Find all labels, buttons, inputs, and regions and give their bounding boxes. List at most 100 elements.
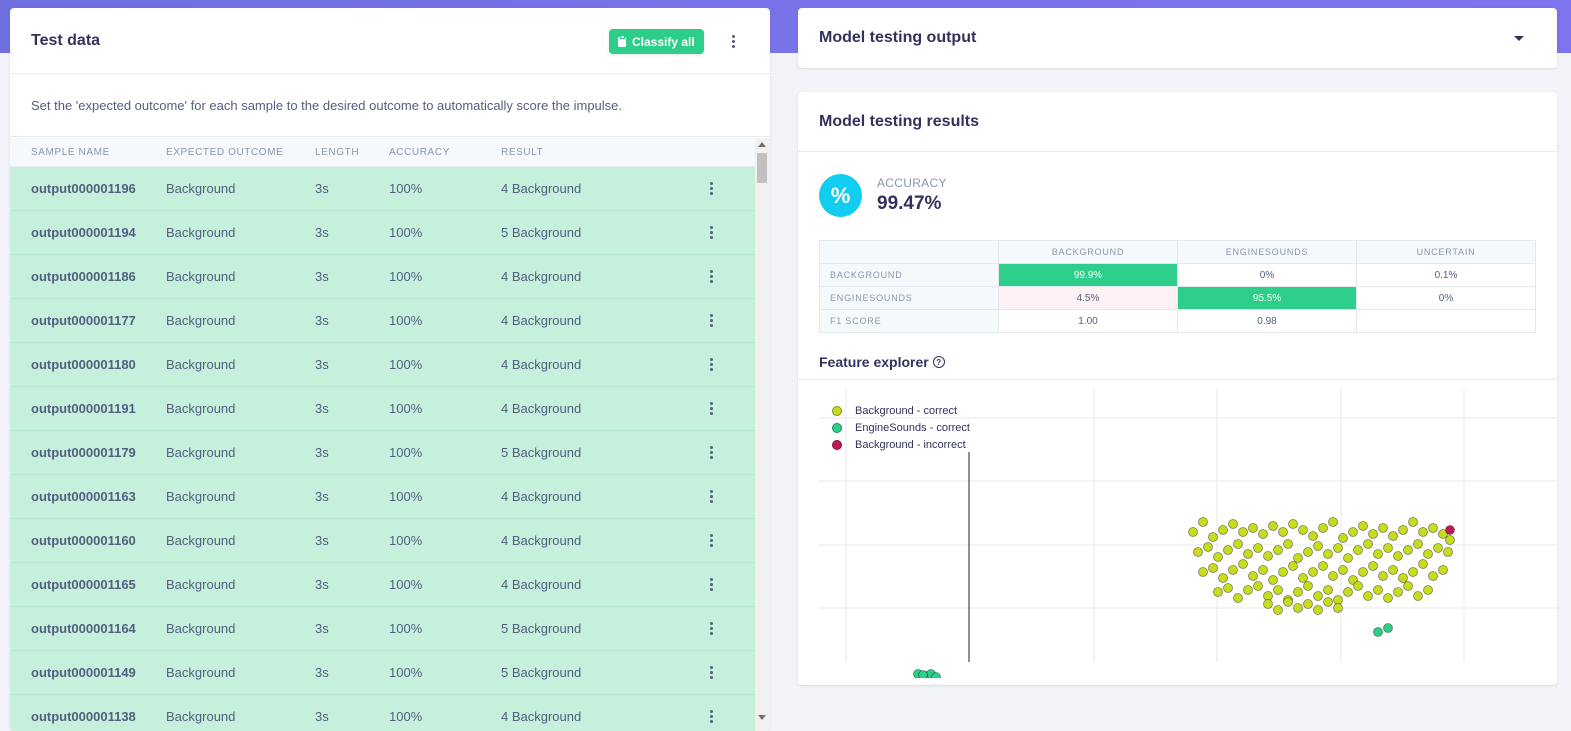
scatter-point[interactable] [1338, 533, 1348, 543]
scatter-point[interactable] [1328, 571, 1338, 581]
scatter-point[interactable] [1233, 593, 1243, 603]
sample-name[interactable]: output000001138 [31, 709, 136, 724]
scatter-point[interactable] [1423, 585, 1433, 595]
table-row[interactable]: output000001149 Background 3s 100% 5 Backgro… [10, 651, 755, 695]
scatter-point[interactable] [1303, 581, 1313, 591]
scatter-point[interactable] [1303, 599, 1313, 609]
scatter-point[interactable] [1243, 585, 1253, 595]
sample-name[interactable]: output000001165 [31, 577, 136, 592]
scatter-point[interactable] [1348, 527, 1358, 537]
scatter-point[interactable] [1278, 567, 1288, 577]
scatter-point[interactable] [1383, 623, 1393, 633]
scatter-point[interactable] [1378, 523, 1388, 533]
scatter-point[interactable] [1238, 527, 1248, 537]
sample-name[interactable]: output000001164 [31, 621, 136, 636]
scatter-point[interactable] [1238, 559, 1248, 569]
scatter-point[interactable] [1383, 543, 1393, 553]
scatter-point[interactable] [1228, 565, 1238, 575]
scatter-point[interactable] [1283, 539, 1293, 549]
scatter-point[interactable] [1338, 565, 1348, 575]
scatter-point[interactable] [1253, 581, 1263, 591]
row-menu-icon[interactable] [709, 578, 713, 591]
test-data-menu-icon[interactable] [731, 35, 735, 48]
scatter-point[interactable] [1418, 527, 1428, 537]
scatter-point[interactable] [1218, 573, 1228, 583]
scatter-point[interactable] [1303, 547, 1313, 557]
scatter-point[interactable] [1293, 553, 1303, 563]
sample-name[interactable]: output000001180 [31, 357, 136, 372]
feature-explorer-plot[interactable] [798, 388, 1557, 678]
scatter-point[interactable] [1353, 581, 1363, 591]
table-row[interactable]: output000001160 Background 3s 100% 4 Backgro… [10, 519, 755, 563]
scatter-point[interactable] [1318, 561, 1328, 571]
scatter-point[interactable] [1348, 575, 1358, 585]
scatter-point[interactable] [1318, 523, 1328, 533]
legend-item[interactable]: EngineSounds - correct [832, 419, 970, 436]
scatter-point[interactable] [1273, 605, 1283, 615]
row-menu-icon[interactable] [709, 490, 713, 503]
scatter-point[interactable] [1223, 583, 1233, 593]
scatter-point[interactable] [1203, 542, 1213, 552]
col-result[interactable]: RESULT [501, 146, 544, 158]
scatter-point[interactable] [931, 672, 941, 679]
scatter-point[interactable] [1233, 539, 1243, 549]
scatter-point[interactable] [1398, 525, 1408, 535]
legend-item[interactable]: Background - correct [832, 402, 970, 419]
scatter-point[interactable] [1308, 531, 1318, 541]
row-menu-icon[interactable] [709, 358, 713, 371]
row-menu-icon[interactable] [709, 270, 713, 283]
scatter-point[interactable] [1343, 587, 1353, 597]
table-row[interactable]: output000001164 Background 3s 100% 5 Backgro… [10, 607, 755, 651]
scatter-point[interactable] [1418, 559, 1428, 569]
scatter-point[interactable] [1268, 575, 1278, 585]
table-row[interactable]: output000001165 Background 3s 100% 4 Backgro… [10, 563, 755, 607]
legend-item[interactable]: Background - incorrect [832, 436, 970, 453]
scatter-point[interactable] [1293, 603, 1303, 613]
scrollbar-thumb[interactable] [757, 153, 767, 183]
sample-name[interactable]: output000001196 [31, 181, 136, 196]
scatter-point[interactable] [1323, 585, 1333, 595]
scatter-point[interactable] [1403, 545, 1413, 555]
scatter-point[interactable] [1213, 587, 1223, 597]
scatter-point[interactable] [1293, 587, 1303, 597]
scatter-point[interactable] [1403, 581, 1413, 591]
scatter-point[interactable] [1378, 571, 1388, 581]
scatter-point[interactable] [1333, 603, 1343, 613]
scatter-point[interactable] [1423, 549, 1433, 559]
row-menu-icon[interactable] [709, 622, 713, 635]
sample-name[interactable]: output000001194 [31, 225, 136, 240]
scatter-point[interactable] [1223, 545, 1233, 555]
scatter-point[interactable] [1368, 529, 1378, 539]
scatter-point[interactable] [1373, 585, 1383, 595]
row-menu-icon[interactable] [709, 402, 713, 415]
col-length[interactable]: LENGTH [315, 146, 360, 158]
scatter-point[interactable] [1198, 517, 1208, 527]
help-icon[interactable]: ? [932, 356, 945, 368]
scatter-point[interactable] [1433, 543, 1443, 553]
scatter-point[interactable] [1388, 531, 1398, 541]
col-expected-outcome[interactable]: EXPECTED OUTCOME [166, 146, 284, 158]
row-menu-icon[interactable] [709, 710, 713, 723]
col-accuracy[interactable]: ACCURACY [389, 146, 450, 158]
table-row[interactable]: output000001196 Background 3s 100% 4 Backgro… [10, 167, 755, 211]
scatter-point[interactable] [1313, 605, 1323, 615]
sample-name[interactable]: output000001149 [31, 665, 136, 680]
scrollbar[interactable] [755, 138, 770, 731]
table-row[interactable]: output000001186 Background 3s 100% 4 Backgro… [10, 255, 755, 299]
row-menu-icon[interactable] [709, 534, 713, 547]
scatter-point[interactable] [1398, 573, 1408, 583]
scatter-point[interactable] [1313, 591, 1323, 601]
table-row[interactable]: output000001138 Background 3s 100% 4 Backgro… [10, 695, 755, 731]
scatter-point[interactable] [1208, 563, 1218, 573]
scatter-point[interactable] [1253, 543, 1263, 553]
scatter-point[interactable] [1358, 567, 1368, 577]
scatter-point[interactable] [1258, 529, 1268, 539]
scatter-point[interactable] [1445, 525, 1455, 535]
sample-name[interactable]: output000001160 [31, 533, 136, 548]
sample-name[interactable]: output000001177 [31, 313, 136, 328]
scatter-point[interactable] [1388, 565, 1398, 575]
scroll-down-icon[interactable] [758, 715, 766, 720]
sample-name[interactable]: output000001179 [31, 445, 136, 460]
scatter-point[interactable] [1408, 517, 1418, 527]
col-sample-name[interactable]: SAMPLE NAME [31, 146, 110, 158]
